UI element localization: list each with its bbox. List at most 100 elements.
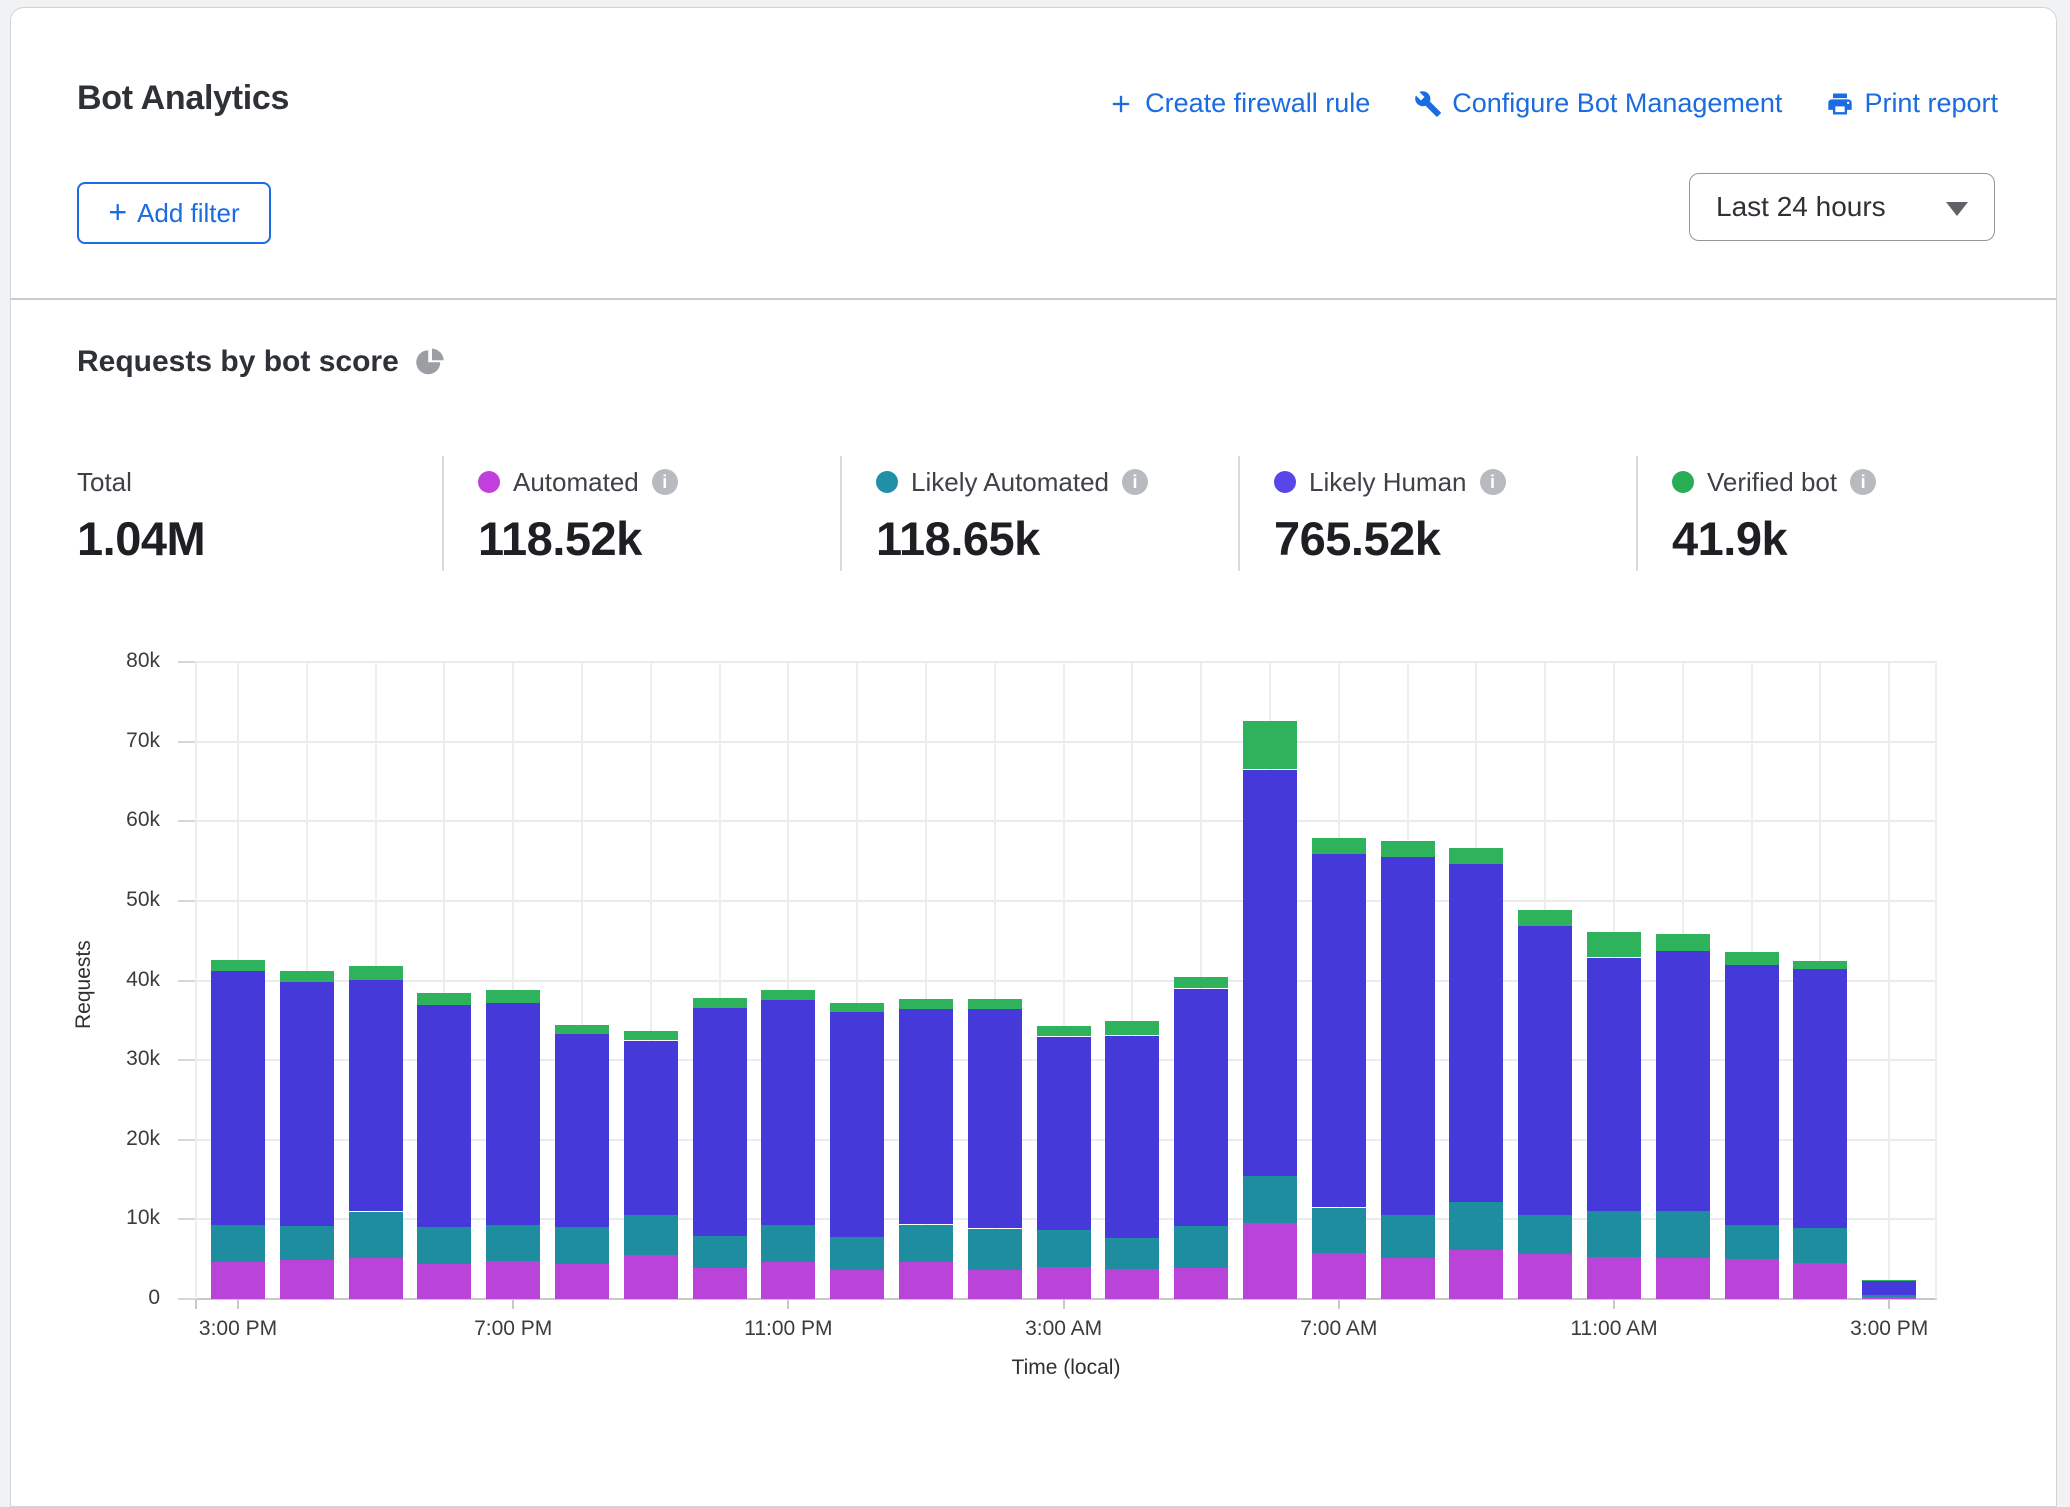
bar-6-00-am[interactable] xyxy=(1243,722,1297,1299)
x-axis-label: 11:00 PM xyxy=(708,1317,868,1341)
likely-automated-legend-dot xyxy=(876,471,898,493)
plot-edge xyxy=(1935,662,1937,1299)
bar-segment-verified-bot xyxy=(211,960,265,971)
bar-segment-likely-human xyxy=(349,979,403,1211)
x-axis-title: Time (local) xyxy=(966,1356,1166,1380)
bar-11-00-am[interactable] xyxy=(1587,933,1641,1299)
print-report-link[interactable]: Print report xyxy=(1826,88,1998,119)
bar-3-00-pm[interactable] xyxy=(211,960,265,1299)
bar-segment-verified-bot xyxy=(280,971,334,982)
bar-segment-automated xyxy=(417,1264,471,1299)
likely-human-legend-dot xyxy=(1274,471,1296,493)
bar-4-00-pm[interactable] xyxy=(280,971,334,1299)
stat-likely-automated-value: 118.65k xyxy=(876,511,1148,566)
y-axis-label: 30k xyxy=(80,1047,160,1071)
bar-segment-verified-bot xyxy=(830,1003,884,1012)
bar-3-00-am[interactable] xyxy=(1037,1026,1091,1299)
stat-automated-value: 118.52k xyxy=(478,511,678,566)
bar-segment-likely-automated xyxy=(1381,1215,1435,1258)
info-icon[interactable]: i xyxy=(1480,469,1506,495)
bar-segment-likely-human xyxy=(1587,958,1641,1211)
bar-2-00-am[interactable] xyxy=(968,1000,1022,1299)
bar-segment-automated xyxy=(280,1260,334,1299)
stat-verified-bot: Verified bot i 41.9k xyxy=(1672,449,1876,566)
bar-segment-automated xyxy=(1105,1269,1159,1299)
bar-segment-automated xyxy=(1656,1258,1710,1299)
bar-10-00-am[interactable] xyxy=(1518,910,1572,1299)
y-axis-tick xyxy=(178,1218,196,1220)
bar-6-00-pm[interactable] xyxy=(417,993,471,1299)
bar-segment-likely-automated xyxy=(1725,1225,1779,1259)
y-axis-label: 50k xyxy=(80,888,160,912)
bar-1-00-pm[interactable] xyxy=(1725,953,1779,1299)
stat-likely-human: Likely Human i 765.52k xyxy=(1274,449,1506,566)
bar-segment-verified-bot xyxy=(1312,838,1366,854)
bar-segment-automated xyxy=(349,1258,403,1299)
x-axis-label: 3:00 PM xyxy=(1809,1317,1969,1341)
bar-segment-verified-bot xyxy=(417,993,471,1005)
gridline-h xyxy=(195,741,1937,743)
y-axis-label: 20k xyxy=(80,1127,160,1151)
section-title: Requests by bot score xyxy=(77,345,399,379)
bar-10-00-pm[interactable] xyxy=(693,998,747,1299)
y-axis-tick xyxy=(178,1059,196,1061)
bar-7-00-pm[interactable] xyxy=(486,990,540,1299)
bar-12-00-am[interactable] xyxy=(830,1004,884,1299)
automated-legend-dot xyxy=(478,471,500,493)
bar-8-00-am[interactable] xyxy=(1381,841,1435,1299)
page-title: Bot Analytics xyxy=(77,79,289,118)
x-axis-tick xyxy=(1888,1299,1890,1309)
bar-4-00-am[interactable] xyxy=(1105,1022,1159,1299)
x-axis-tick xyxy=(512,1299,514,1309)
y-axis-label: 70k xyxy=(80,729,160,753)
bar-2-00-pm[interactable] xyxy=(1793,961,1847,1299)
configure-bot-management-link[interactable]: Configure Bot Management xyxy=(1414,88,1782,119)
bar-1-00-am[interactable] xyxy=(899,999,953,1299)
bar-segment-verified-bot xyxy=(1243,721,1297,769)
bar-segment-likely-human xyxy=(1793,969,1847,1228)
plot-edge xyxy=(195,662,197,1299)
create-firewall-rule-link[interactable]: Create firewall rule xyxy=(1107,88,1370,119)
gridline-h xyxy=(195,820,1937,822)
bar-11-00-pm[interactable] xyxy=(761,989,815,1299)
bar-segment-verified-bot xyxy=(349,966,403,980)
bar-3-00-pm[interactable] xyxy=(1862,1280,1916,1299)
info-icon[interactable]: i xyxy=(1122,469,1148,495)
bar-9-00-pm[interactable] xyxy=(624,1031,678,1299)
bar-segment-likely-human xyxy=(417,1005,471,1227)
bar-segment-likely-human xyxy=(761,1000,815,1225)
bar-segment-automated xyxy=(1174,1268,1228,1299)
bar-segment-verified-bot xyxy=(624,1031,678,1040)
gridline-h xyxy=(195,661,1937,663)
info-icon[interactable]: i xyxy=(652,469,678,495)
y-axis-tick xyxy=(178,1139,196,1141)
bar-segment-automated xyxy=(899,1262,953,1299)
bar-segment-likely-human xyxy=(1449,864,1503,1202)
bar-segment-likely-automated xyxy=(280,1226,334,1260)
bar-9-00-am[interactable] xyxy=(1449,848,1503,1299)
x-axis-label: 11:00 AM xyxy=(1534,1317,1694,1341)
bar-segment-verified-bot xyxy=(1656,934,1710,951)
bar-7-00-am[interactable] xyxy=(1312,838,1366,1299)
bar-segment-automated xyxy=(1518,1254,1572,1299)
bar-8-00-pm[interactable] xyxy=(555,1025,609,1299)
bar-5-00-am[interactable] xyxy=(1174,977,1228,1299)
bar-segment-likely-human xyxy=(211,971,265,1225)
add-filter-button[interactable]: + Add filter xyxy=(77,182,271,244)
bar-12-00-pm[interactable] xyxy=(1656,934,1710,1299)
bar-segment-automated xyxy=(1587,1257,1641,1299)
bar-segment-likely-automated xyxy=(1312,1208,1366,1253)
x-axis-tick xyxy=(1063,1299,1065,1309)
info-icon[interactable]: i xyxy=(1850,469,1876,495)
bar-segment-likely-human xyxy=(280,982,334,1226)
stat-divider xyxy=(442,456,444,571)
stat-total: Total 1.04M xyxy=(77,449,205,566)
bar-segment-likely-human xyxy=(1862,1280,1916,1295)
bar-segment-automated xyxy=(1243,1223,1297,1299)
y-axis-label: 10k xyxy=(80,1206,160,1230)
bar-segment-automated xyxy=(1725,1259,1779,1299)
time-range-dropdown[interactable]: Last 24 hours xyxy=(1689,173,1995,241)
bar-segment-likely-automated xyxy=(899,1225,953,1262)
bar-segment-likely-automated xyxy=(761,1225,815,1262)
bar-5-00-pm[interactable] xyxy=(349,966,403,1299)
